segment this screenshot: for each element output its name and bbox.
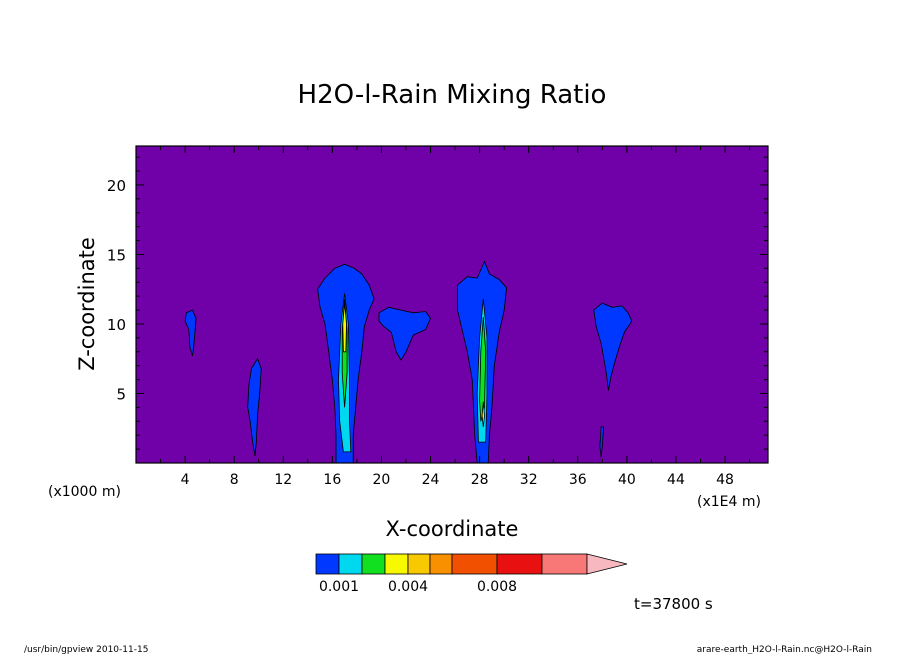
y-axis-label: Z-coordinate — [75, 237, 99, 371]
y-axis-ticks: 5 10 15 20 — [107, 156, 768, 450]
colorbar-swatch — [338, 553, 363, 575]
y-tick-label: 10 — [107, 316, 126, 334]
plot-frame — [135, 145, 769, 464]
y-tick-label: 5 — [116, 385, 126, 403]
colorbar-tick-label: 0.001 — [319, 579, 359, 595]
colorbar-tick-label: 0.008 — [477, 579, 517, 595]
colorbar-swatch — [384, 553, 409, 575]
cell-x38-base — [599, 426, 605, 458]
chart-title: H2O-l-Rain Mixing Ratio — [298, 80, 607, 110]
x-tick-label: 32 — [520, 472, 538, 488]
colorbar-extend-arrow — [586, 553, 628, 575]
footer-left: /usr/bin/gpview 2010-11-15 — [24, 645, 148, 654]
x-tick-label: 20 — [373, 472, 391, 488]
y-tick-label: 15 — [107, 246, 126, 264]
colorbar — [315, 553, 628, 575]
colorbar-swatch — [407, 553, 431, 575]
cell-x4.5 — [184, 309, 197, 357]
x-unit-right: (x1E4 m) — [697, 494, 761, 510]
colorbar-swatch — [541, 553, 588, 575]
x-tick-label: 12 — [274, 472, 292, 488]
x-tick-label: 44 — [667, 472, 685, 488]
colorbar-swatch — [496, 553, 543, 575]
colorbar-swatch — [361, 553, 386, 575]
time-label: t=37800 s — [634, 595, 713, 613]
x-tick-label: 8 — [230, 472, 239, 488]
x-tick-label: 36 — [569, 472, 587, 488]
x-tick-label: 24 — [422, 472, 440, 488]
colorbar-swatch — [451, 553, 498, 575]
x-tick-label: 48 — [716, 472, 734, 488]
x-tick-label: 28 — [471, 472, 489, 488]
x-tick-label: 4 — [181, 472, 190, 488]
contour-cells — [184, 260, 633, 464]
footer-right: arare-earth_H2O-l-Rain.nc@H2O-l-Rain — [697, 645, 872, 654]
colorbar-labels: 0.001 0.004 0.008 — [319, 579, 517, 595]
colorbar-tick-label: 0.004 — [388, 579, 428, 595]
colorbar-swatch — [315, 553, 340, 575]
cell-x9.8 — [247, 357, 262, 457]
core-x28-green — [479, 316, 487, 422]
core-x17-yellow — [342, 303, 347, 353]
x-unit-left: (x1000 m) — [48, 484, 121, 500]
colorbar-swatch — [429, 553, 453, 575]
y-tick-label: 20 — [107, 177, 126, 195]
core-x28-yellow — [481, 401, 485, 427]
x-tick-label: 16 — [323, 472, 341, 488]
plot-background — [136, 146, 768, 463]
x-axis-ticks: 4 8 12 16 20 24 28 32 36 40 44 48 — [160, 146, 751, 488]
x-tick-label: 40 — [618, 472, 636, 488]
cell-x21.5 — [378, 306, 431, 361]
x-axis-label: X-coordinate — [386, 517, 519, 541]
cell-x39 — [593, 302, 633, 391]
